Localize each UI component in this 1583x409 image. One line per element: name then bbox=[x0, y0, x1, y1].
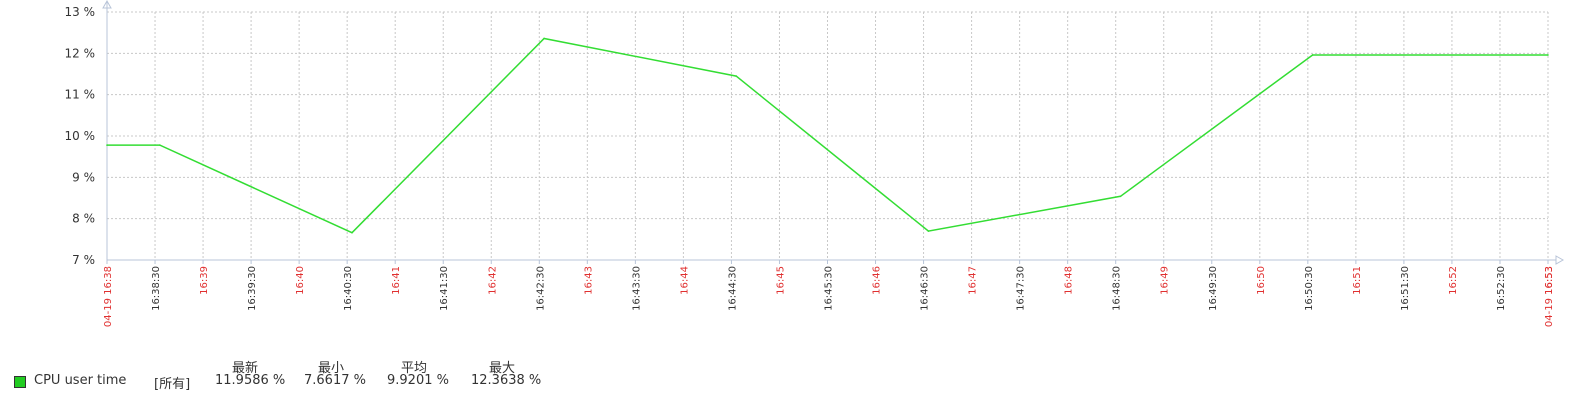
y-axis-arrow bbox=[102, 0, 112, 9]
data-point bbox=[927, 230, 930, 232]
legend-value-avg: 9.9201 % bbox=[387, 373, 449, 388]
x-tick-label: 04-19 16:53 bbox=[1544, 266, 1555, 327]
x-tick-label: 16:42 bbox=[487, 266, 498, 295]
x-tick-label: 16:53 bbox=[1544, 266, 1555, 295]
x-tick-label: 16:43:30 bbox=[631, 266, 642, 311]
x-tick-label: 16:41:30 bbox=[439, 266, 450, 311]
x-tick-label: 16:50:30 bbox=[1304, 266, 1315, 311]
legend-value-max: 12.3638 % bbox=[471, 373, 542, 388]
x-tick-label: 16:40 bbox=[295, 266, 306, 295]
x-tick-label: 16:50 bbox=[1256, 266, 1267, 295]
y-tick-label: 12 % bbox=[65, 46, 96, 60]
x-tick-label: 16:51:30 bbox=[1400, 266, 1411, 311]
x-tick-label: 16:48 bbox=[1064, 266, 1075, 295]
chart-plot: 13 % 12 % 11 % 10 % 9 % 8 % 7 % 04-19 16:38 16:3… bbox=[65, 0, 1565, 327]
x-tick-label: 16:43 bbox=[583, 266, 594, 295]
y-tick-label: 7 % bbox=[72, 253, 95, 267]
x-tick-label: 16:40:30 bbox=[343, 266, 354, 311]
y-tick-label: 9 % bbox=[72, 170, 95, 184]
x-tick-label: 16:47:30 bbox=[1016, 266, 1027, 311]
x-tick-label: 16:38:30 bbox=[151, 266, 162, 311]
data-point bbox=[1547, 54, 1549, 56]
y-tick-label: 10 % bbox=[65, 129, 96, 143]
legend-header-last: 最新 bbox=[232, 361, 259, 376]
x-tick-label: 04-19 16:38 bbox=[103, 266, 114, 327]
x-tick-label: 16:39 bbox=[199, 266, 210, 295]
y-tick-label: 13 % bbox=[65, 5, 96, 19]
data-point bbox=[1119, 195, 1122, 198]
data-point bbox=[543, 37, 545, 40]
x-tick-label: 16:49 bbox=[1160, 266, 1171, 295]
x-tick-label: 16:45:30 bbox=[824, 266, 835, 311]
y-tick-label: 8 % bbox=[72, 212, 95, 226]
x-tick-label: 16:46:30 bbox=[920, 266, 931, 311]
legend-series-func: [所有] bbox=[154, 377, 191, 392]
legend-color-swatch bbox=[14, 376, 26, 388]
data-point bbox=[159, 144, 161, 146]
data-point bbox=[351, 231, 353, 234]
x-tick-label: 16:39:30 bbox=[247, 266, 258, 311]
x-tick-label: 16:41 bbox=[391, 266, 402, 295]
legend-header-min: 最小 bbox=[318, 361, 345, 376]
x-tick-label: 16:51 bbox=[1352, 266, 1363, 295]
legend-header-max: 最大 bbox=[489, 361, 516, 376]
x-tick-label: 16:47 bbox=[968, 266, 979, 295]
legend-header-avg: 平均 bbox=[401, 361, 428, 376]
x-tick-label: 16:45 bbox=[775, 266, 786, 295]
data-point bbox=[1311, 54, 1314, 56]
legend-value-last: 11.9586 % bbox=[215, 373, 286, 388]
x-tick-label: 16:44 bbox=[679, 266, 690, 295]
x-tick-label: 16:42:30 bbox=[535, 266, 546, 311]
y-tick-label: 11 % bbox=[65, 88, 96, 102]
x-tick-label: 16:48:30 bbox=[1112, 266, 1123, 311]
x-axis-arrow bbox=[1555, 255, 1565, 265]
legend-series-name: CPU user time bbox=[34, 373, 127, 388]
x-tick-label: 16:44:30 bbox=[727, 266, 738, 311]
x-tick-label: 16:46 bbox=[872, 266, 883, 295]
x-tick-label: 16:49:30 bbox=[1208, 266, 1219, 311]
x-tick-label: 16:52 bbox=[1448, 266, 1459, 295]
legend-value-min: 7.6617 % bbox=[304, 373, 366, 388]
data-point bbox=[106, 144, 108, 146]
x-tick-label: 16:52:30 bbox=[1496, 266, 1507, 311]
data-point bbox=[735, 75, 738, 77]
